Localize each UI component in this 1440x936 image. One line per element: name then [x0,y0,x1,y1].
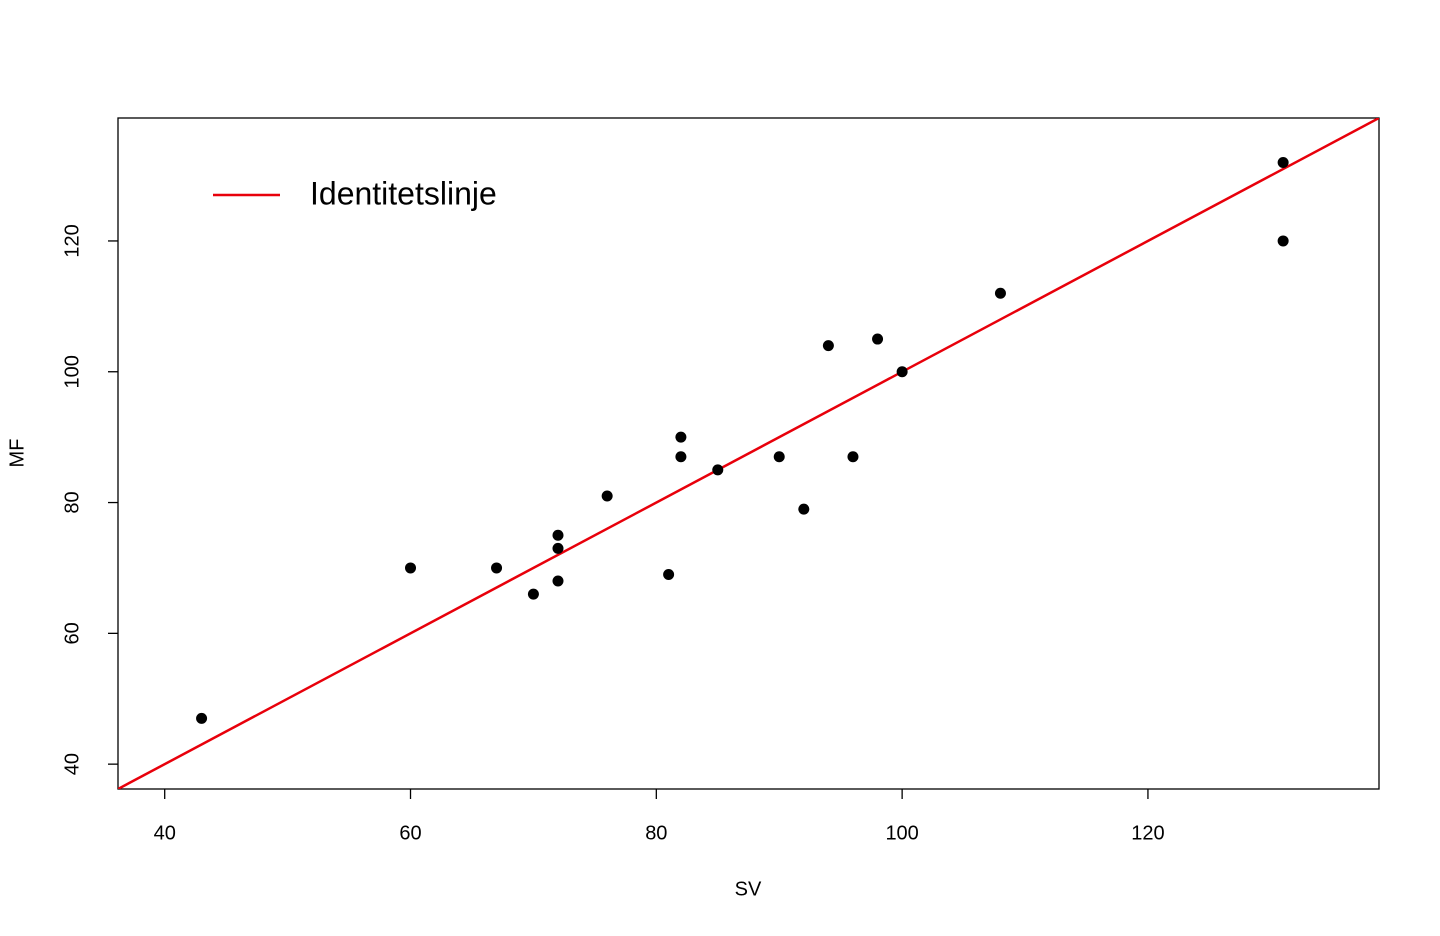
point [527,588,539,600]
y-tick-label: 80 [61,491,83,513]
point [798,503,810,515]
point [601,490,613,502]
point [552,542,564,554]
y-tick-label: 120 [61,224,83,257]
y-tick-label: 100 [61,355,83,388]
point [1277,156,1289,168]
point [675,451,687,463]
point [822,340,834,352]
x-tick-label: 80 [645,822,667,844]
plot-frame [117,117,1380,790]
point [663,568,675,580]
point [675,431,687,443]
point [405,562,417,574]
x-tick-label: 60 [399,822,421,844]
y-tick-label: 60 [61,622,83,644]
point [712,464,724,476]
point [552,575,564,587]
y-tick-label: 40 [61,753,83,775]
x-tick-label: 120 [1131,822,1164,844]
point [994,287,1006,299]
point [552,529,564,541]
point [896,366,908,378]
point [1277,235,1289,247]
point [773,451,785,463]
x-tick-label: 40 [154,822,176,844]
y-axis-label: MF [6,439,28,468]
point [196,712,208,724]
identity-line [118,118,1379,789]
x-tick-label: 100 [885,822,918,844]
point [491,562,503,574]
plot-area [118,118,1379,789]
x-axis-label: SV [735,878,762,900]
point [847,451,859,463]
point [872,333,884,345]
legend-label: Identitetslinje [310,175,497,211]
